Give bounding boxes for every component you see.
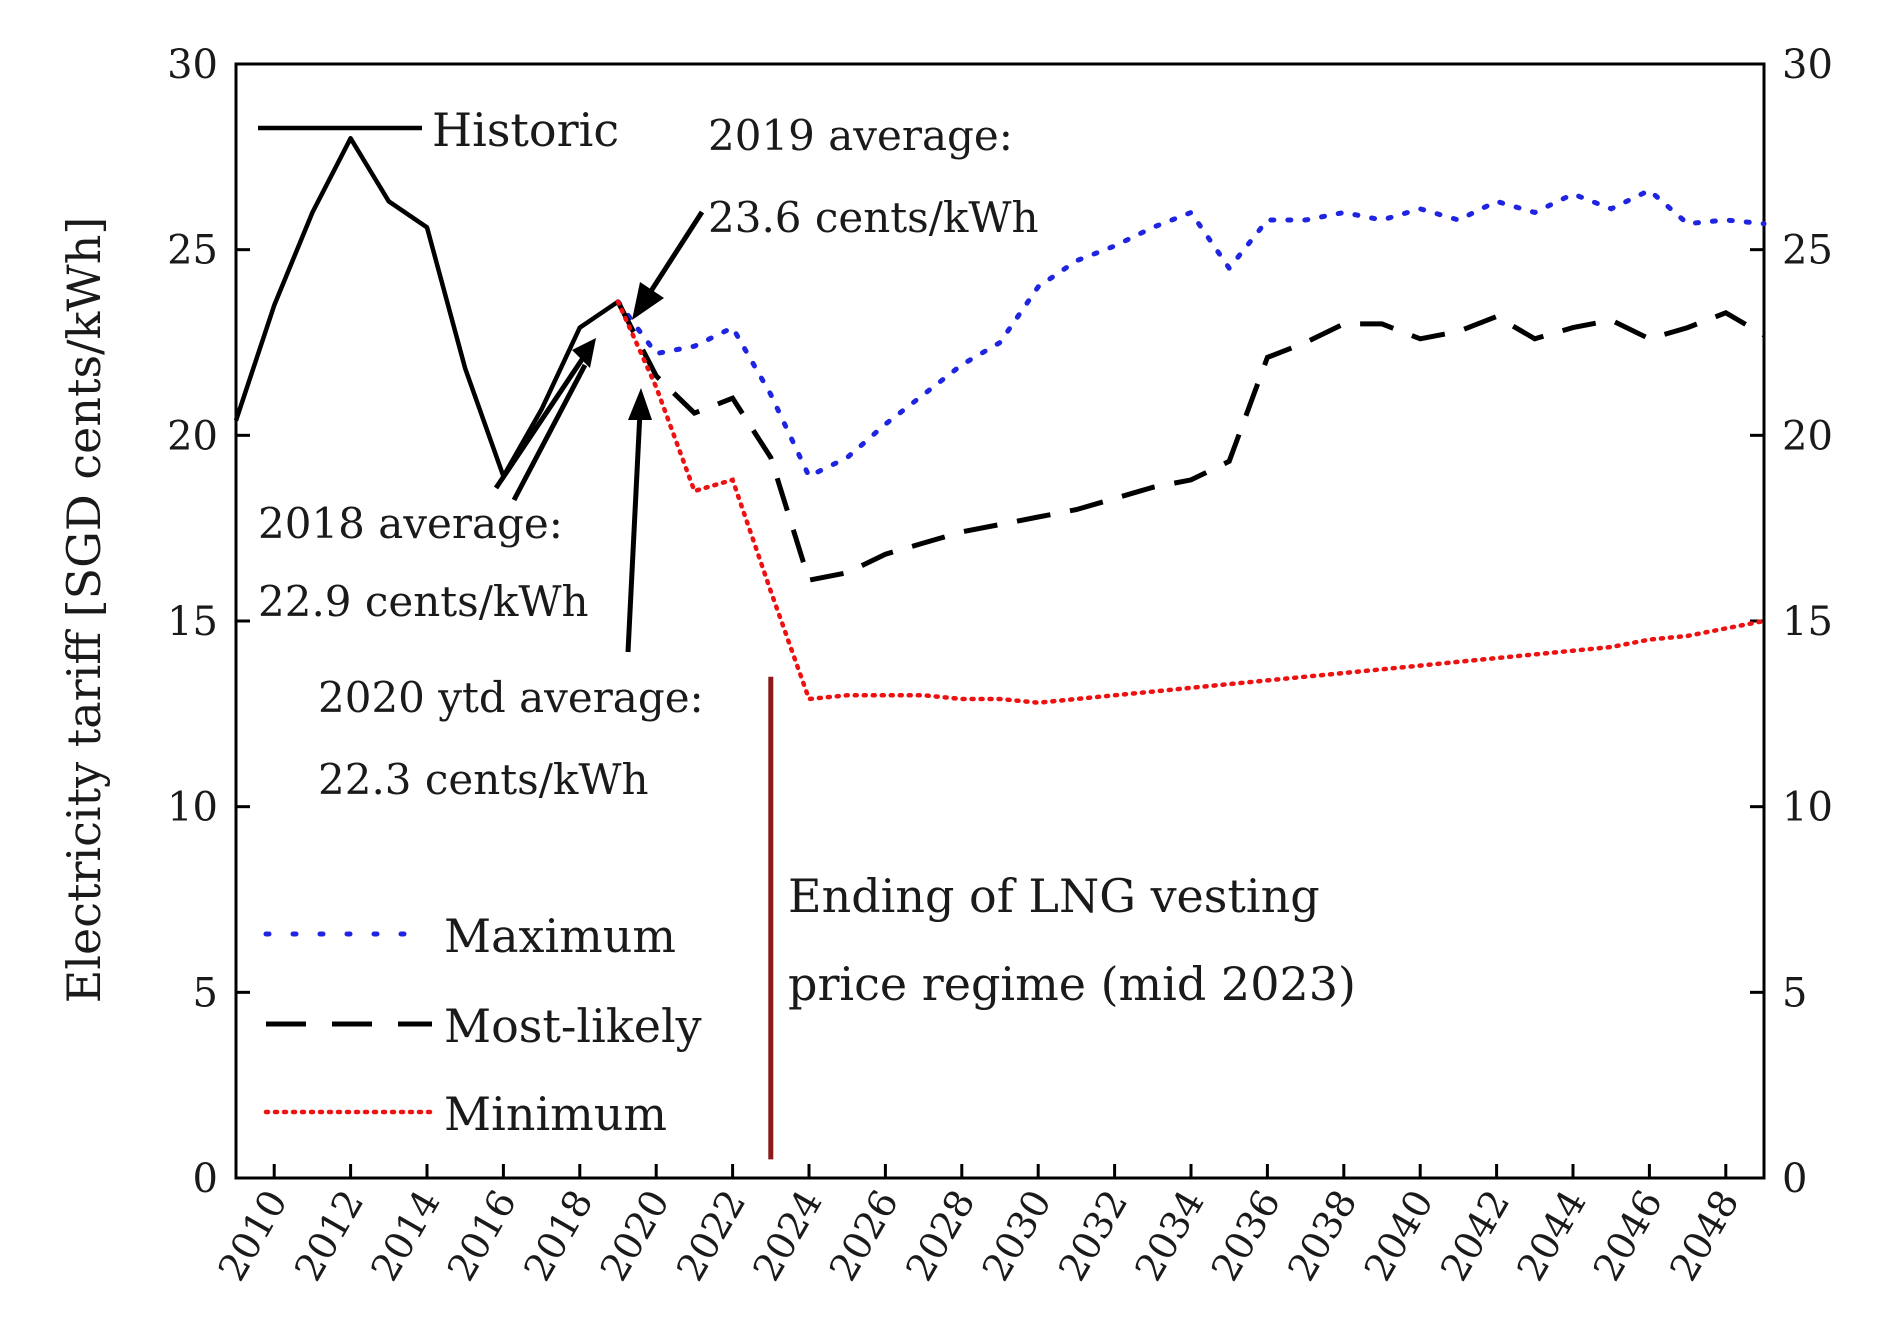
y-tick-label-right: 5 [1782,970,1807,1016]
x-tick-label: 2022 [668,1183,754,1289]
series-line-minimum [615,299,1767,705]
series-line-historic [233,136,620,479]
y-axis-right: 0 5 10 15 20 25 30 [1750,42,1833,1202]
annotation-2020-line2: 22.3 cents/kWh [318,755,649,804]
x-tick-label: 2040 [1356,1183,1442,1289]
annotation-2020-line1: 2020 ytd average: [318,673,704,722]
annotation-2018-arrowhead [572,338,596,368]
y-tick-label-right: 15 [1782,599,1833,645]
x-tick-label: 2012 [286,1183,372,1289]
x-tick-label: 2036 [1203,1183,1289,1289]
y-tick-label-right: 0 [1782,1156,1807,1202]
x-tick-label: 2046 [1585,1183,1671,1289]
series-line-maximum [615,187,1767,480]
x-tick-label: 2014 [362,1183,448,1289]
series-line-most-likely [615,300,1766,584]
x-tick-label: 2030 [974,1183,1060,1289]
x-tick-label: 2032 [1050,1183,1136,1289]
annotation-2018: 2018 average: 22.9 cents/kWh [258,338,596,626]
y-axis-left: 0 5 10 15 20 25 30 [167,42,250,1202]
y-tick-label-right: 25 [1782,228,1833,274]
legend-label-historic: Historic [432,103,619,157]
x-tick-label: 2028 [897,1183,983,1289]
y-tick-label-left: 5 [193,970,218,1016]
lng-note-line1: Ending of LNG vesting [788,869,1320,923]
annotation-2019-arrow [639,210,705,307]
y-tick-label-left: 15 [167,599,218,645]
x-tick-label: 2010 [210,1183,296,1289]
annotation-2018-arrow-a [493,353,588,490]
x-tick-label: 2034 [1126,1183,1212,1289]
annotation-2020-arrowhead [628,388,652,420]
annotation-2018-arrow-b [511,363,588,502]
y-tick-label-left: 25 [167,228,218,274]
annotation-2018-line1: 2018 average: [258,499,563,548]
x-tick-label: 2018 [515,1183,601,1289]
x-tick-label: 2048 [1661,1183,1747,1289]
annotation-2019-arrowhead [632,282,664,320]
x-tick-label: 2044 [1508,1183,1594,1289]
y-tick-label-left: 20 [167,413,218,459]
annotation-2019: 2019 average: 23.6 cents/kWh [632,111,1039,320]
y-tick-label-right: 30 [1782,42,1833,88]
x-axis: 2010201220142016201820202022202420262028… [210,1164,1748,1288]
legend-label-minimum: Minimum [444,1087,667,1141]
annotation-2020: 2020 ytd average: 22.3 cents/kWh [318,388,704,804]
annotation-2019-line2: 23.6 cents/kWh [708,193,1039,242]
legend-label-maximum: Maximum [444,909,676,963]
legend-label-most-likely: Most-likely [444,999,702,1053]
x-tick-label: 2016 [439,1183,525,1289]
y-tick-label-left: 10 [167,785,218,831]
annotation-2018-line2: 22.9 cents/kWh [258,577,589,626]
lng-note-line2: price regime (mid 2023) [788,957,1356,1011]
y-tick-label-left: 0 [193,1156,218,1202]
y-axis-label: Electricity tariff [SGD cents/kWh] [57,217,111,1004]
x-tick-label: 2026 [821,1183,907,1289]
y-tick-label-right: 10 [1782,785,1833,831]
x-tick-label: 2042 [1432,1183,1518,1289]
annotation-2020-arrow [625,411,643,653]
x-tick-label: 2024 [744,1183,830,1289]
x-tick-label: 2038 [1279,1183,1365,1289]
y-tick-label-right: 20 [1782,413,1833,459]
y-tick-label-left: 30 [167,42,218,88]
x-tick-label: 2020 [592,1183,678,1289]
annotation-2019-line1: 2019 average: [708,111,1013,160]
